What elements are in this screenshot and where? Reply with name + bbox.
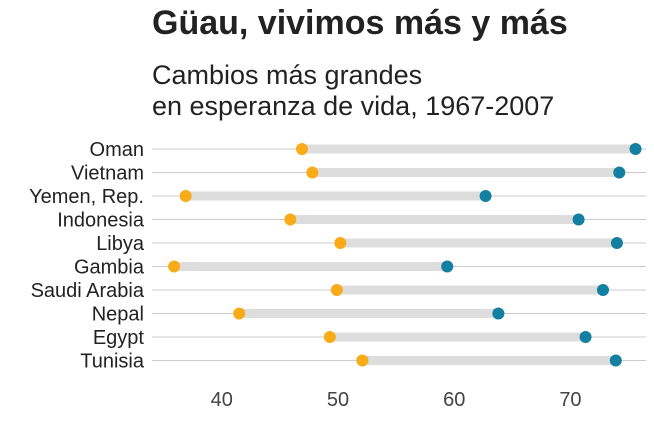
point-end-gambia (441, 260, 454, 273)
point-start-yemen-rep (179, 190, 192, 202)
x-tick-40: 40 (211, 389, 233, 411)
category-label-oman: Oman (90, 139, 144, 161)
category-label-yemen-rep: Yemen, Rep. (29, 186, 144, 208)
x-tick-50: 50 (327, 389, 349, 411)
point-end-oman (629, 143, 642, 155)
category-label-libya: Libya (96, 233, 145, 255)
point-start-tunisia (356, 354, 369, 367)
bars (174, 144, 636, 365)
x-axis-ticks: 40 50 60 70 (211, 389, 582, 411)
category-label-tunisia: Tunisia (80, 351, 145, 373)
point-end-yemen-rep (479, 190, 492, 202)
point-end-libya (610, 237, 623, 249)
category-label-saudi-arabia: Saudi Arabia (31, 280, 145, 302)
category-label-gambia: Gambia (74, 257, 145, 279)
points (168, 143, 642, 367)
point-start-saudi-arabia (330, 284, 343, 296)
category-label-nepal: Nepal (92, 304, 144, 326)
category-label-vietnam: Vietnam (71, 163, 144, 185)
point-end-indonesia (572, 213, 585, 226)
point-end-saudi-arabia (596, 284, 609, 296)
point-start-nepal (233, 307, 246, 320)
point-start-oman (295, 143, 308, 155)
point-start-gambia (168, 260, 181, 273)
point-end-egypt (579, 331, 592, 343)
point-end-nepal (492, 307, 505, 320)
point-start-libya (334, 237, 347, 249)
chart-title: Güau, vivimos más y más (152, 4, 568, 42)
gridlines (152, 148, 646, 361)
x-tick-60: 60 (443, 389, 465, 411)
point-end-vietnam (613, 166, 626, 179)
category-label-egypt: Egypt (93, 327, 145, 349)
chart-subtitle-line-1: Cambios más grandes (152, 60, 422, 90)
category-label-indonesia: Indonesia (57, 210, 145, 232)
point-start-indonesia (284, 213, 297, 226)
x-tick-70: 70 (559, 389, 581, 411)
point-start-vietnam (306, 166, 319, 179)
point-end-tunisia (609, 354, 622, 367)
chart-subtitle-line-2: en esperanza de vida, 1967-2007 (152, 91, 554, 121)
point-start-egypt (323, 331, 336, 343)
